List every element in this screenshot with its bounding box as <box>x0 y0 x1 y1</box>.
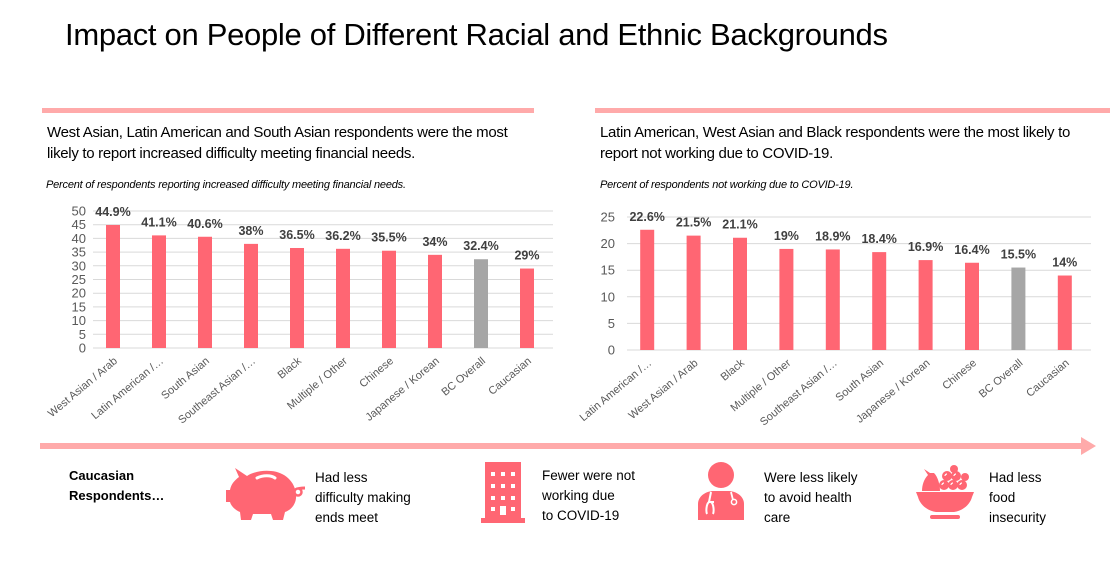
summary-line: food <box>989 490 1016 505</box>
summary-item-employment: Fewer were not working due to COVID-19 <box>542 466 635 526</box>
data-label: 18.9% <box>815 229 850 243</box>
left-panel-headline: West Asian, Latin American and South Asi… <box>47 124 508 162</box>
summary-line: difficulty making <box>315 490 411 505</box>
data-label: 15.5% <box>1001 248 1036 262</box>
y-tick-label: 15 <box>72 299 86 314</box>
bar <box>290 247 304 348</box>
bar <box>152 235 166 348</box>
summary-line: ends meet <box>315 510 379 525</box>
bar <box>198 236 212 348</box>
data-label: 44.9% <box>95 205 130 219</box>
data-label: 36.5% <box>279 228 314 242</box>
y-tick-label: 0 <box>608 343 615 358</box>
bar <box>336 248 350 348</box>
data-label: 22.6% <box>629 210 664 224</box>
data-label: 16.4% <box>954 243 989 257</box>
data-label: 29% <box>514 249 539 263</box>
summary-line: to COVID-19 <box>542 508 620 523</box>
bar <box>428 254 442 348</box>
summary-line: working due <box>542 488 615 503</box>
data-label: 32.4% <box>463 239 498 253</box>
bar <box>872 252 887 350</box>
summary-line: care <box>764 510 791 525</box>
data-label: 14% <box>1052 256 1077 270</box>
bar <box>779 248 794 350</box>
bar <box>382 250 396 348</box>
y-tick-label: 40 <box>72 231 86 246</box>
summary-lead-text: Caucasian Respondents… <box>69 468 165 503</box>
summary-line: Were less likely <box>764 470 858 485</box>
x-tick-label: Southeast Asian /… <box>758 357 840 428</box>
data-label: 36.2% <box>325 229 360 243</box>
summary-lead: Caucasian Respondents… <box>69 466 179 506</box>
right-panel-headline: Latin American, West Asian and Black res… <box>600 124 1071 162</box>
y-tick-label: 25 <box>601 210 615 225</box>
data-label: 38% <box>238 224 263 238</box>
y-tick-label: 20 <box>601 236 615 251</box>
bar <box>733 237 747 350</box>
y-tick-label: 25 <box>72 272 86 287</box>
x-tick-label: Caucasian <box>1024 357 1072 400</box>
bar <box>965 262 979 350</box>
data-label: 34% <box>422 235 447 249</box>
bar <box>1057 275 1072 350</box>
summary-line: Had less <box>315 470 368 485</box>
bar <box>918 260 933 350</box>
building-icon <box>481 462 525 523</box>
bar <box>640 229 655 350</box>
bar <box>686 235 701 350</box>
data-label: 40.6% <box>187 217 222 231</box>
y-tick-label: 5 <box>79 327 86 342</box>
doctor-icon <box>698 462 744 520</box>
x-tick-label: Black <box>719 357 748 384</box>
y-tick-label: 35 <box>72 245 86 260</box>
summary-line: to avoid health <box>764 490 852 505</box>
y-tick-label: 5 <box>608 316 615 331</box>
data-label: 19% <box>774 229 799 243</box>
summary-line: Had less <box>989 470 1042 485</box>
summary-item-finances: Had less difficulty making ends meet <box>315 468 411 528</box>
left-panel-subtitle: Percent of respondents reporting increas… <box>46 179 406 191</box>
data-label: 16.9% <box>908 240 943 254</box>
bar <box>474 259 488 348</box>
right-accent-rule <box>595 108 1110 113</box>
y-tick-label: 45 <box>72 217 86 232</box>
data-label: 35.5% <box>371 231 406 245</box>
data-label: 21.1% <box>722 218 757 232</box>
y-tick-label: 30 <box>72 258 86 273</box>
y-tick-label: 50 <box>72 204 86 219</box>
summary-item-health-care: Were less likely to avoid health care <box>764 468 858 528</box>
left-accent-rule <box>42 108 534 113</box>
summary-line: insecurity <box>989 510 1047 525</box>
bar <box>1011 267 1026 350</box>
y-tick-label: 0 <box>79 341 86 356</box>
x-tick-label: Chinese <box>940 357 979 392</box>
x-tick-label: BC Overall <box>977 357 1025 400</box>
page-title: Impact on People of Different Racial and… <box>65 17 888 52</box>
data-label: 18.4% <box>861 232 896 246</box>
summary-line: Fewer were not <box>542 468 636 483</box>
timeline-arrow-line <box>40 443 1083 449</box>
y-tick-label: 20 <box>72 286 86 301</box>
piggy-bank-icon <box>226 468 305 520</box>
bar <box>106 224 120 348</box>
bar <box>244 243 258 348</box>
y-tick-label: 10 <box>72 313 86 328</box>
y-tick-label: 15 <box>601 263 615 278</box>
bar <box>825 249 840 350</box>
bar <box>520 268 534 348</box>
right-panel-subtitle: Percent of respondents not working due t… <box>600 179 854 191</box>
summary-item-food-security: Had less food insecurity <box>989 468 1046 528</box>
data-label: 41.1% <box>141 215 176 229</box>
y-tick-label: 10 <box>601 289 615 304</box>
arrow-head-icon <box>1081 437 1096 455</box>
data-label: 21.5% <box>676 216 711 230</box>
fruit-bowl-icon <box>916 465 974 519</box>
